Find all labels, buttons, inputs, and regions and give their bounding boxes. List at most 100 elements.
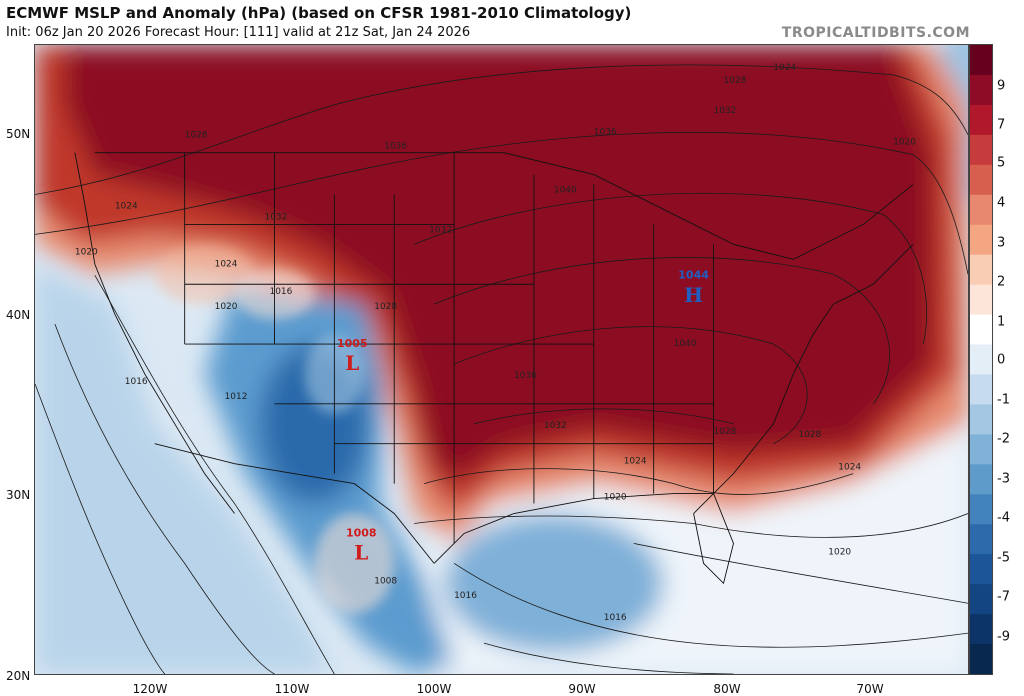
lon-label-80w: 80W — [713, 682, 741, 696]
low-pressure-1008: 1008 L — [346, 526, 377, 564]
colorbar-swatch — [970, 194, 992, 226]
anomaly-warm-core — [64, 45, 934, 484]
colorbar-swatch — [970, 614, 992, 645]
colorbar-swatch — [970, 374, 992, 405]
isobar-label: 1008 — [374, 576, 397, 586]
isobar-label: 1020 — [893, 138, 916, 148]
isobar-label: 1036 — [384, 142, 407, 152]
isobar-label: 1012 — [225, 392, 248, 402]
colorbar-label: -5 — [997, 550, 1010, 566]
high-letter: H — [684, 283, 703, 307]
lat-label-20n: 20N — [6, 669, 31, 683]
colorbar-label: 0 — [997, 352, 1006, 368]
low-letter: L — [354, 540, 368, 564]
colorbar-label: -1 — [997, 392, 1010, 408]
colorbar-swatch — [970, 554, 992, 585]
lat-label-40n: 40N — [6, 308, 31, 322]
colorbar-label: -3 — [997, 471, 1010, 487]
lat-label-30n: 30N — [6, 488, 31, 502]
colorbar-swatch — [970, 224, 992, 256]
colorbar-swatch — [970, 134, 992, 166]
isobar-label: 1024 — [115, 201, 138, 211]
high-pressure-1044: 1044 H — [678, 268, 709, 307]
colorbar-swatch — [970, 404, 992, 435]
lon-label-110w: 110W — [274, 682, 310, 696]
weather-map: 1020 1024 1028 1032 1036 1040 1036 1032 … — [34, 44, 969, 675]
colorbar-swatch — [970, 45, 992, 76]
isobar-label: 1024 — [624, 457, 647, 467]
map-subtitle: Init: 06z Jan 20 2026 Forecast Hour: [11… — [6, 25, 471, 40]
us-canada-border — [94, 152, 914, 260]
isobar-label: 1032 — [714, 106, 737, 116]
isobar-label: 1016 — [604, 613, 627, 623]
colorbar-swatch — [970, 254, 992, 286]
colorbar-swatch — [970, 284, 992, 316]
colorbar-swatch — [970, 74, 992, 106]
colorbar-swatch — [970, 314, 992, 346]
colorbar-label: 5 — [997, 155, 1006, 171]
isobar-label: 1028 — [724, 76, 747, 86]
isobar-label: 1020 — [75, 247, 98, 257]
colorbar-swatch — [970, 164, 992, 196]
colorbar-swatch — [970, 464, 992, 495]
low-pressure-1005: 1005 L — [337, 337, 368, 375]
colorbar-label: 2 — [997, 274, 1006, 290]
colorbar-swatch — [970, 524, 992, 555]
isobar-label: 1040 — [674, 339, 697, 349]
isobar-label: 1036 — [594, 128, 617, 138]
lon-label-120w: 120W — [132, 682, 168, 696]
brand-watermark: TROPICALTIDBITS.COM — [781, 25, 970, 41]
us-mexico-border — [154, 443, 435, 564]
isobar-label: 1024 — [773, 63, 796, 73]
isobar-label: 1028 — [185, 131, 208, 141]
colorbar-swatch — [970, 584, 992, 615]
colorbar-label: 7 — [997, 117, 1006, 133]
isobar-label: 1024 — [838, 463, 861, 473]
colorbar-swatch — [970, 644, 992, 674]
isobar-label: 1032 — [429, 225, 452, 235]
isobar-label: 1020 — [215, 302, 238, 312]
isobar-label: 1024 — [215, 259, 238, 269]
anomaly-pacific — [35, 264, 335, 674]
colorbar-label: 3 — [997, 235, 1006, 251]
isobar-label: 1040 — [554, 186, 577, 196]
isobars — [35, 64, 968, 674]
colorbar-swatch — [970, 494, 992, 525]
west-coast — [74, 152, 235, 514]
high-value: 1044 — [678, 268, 709, 281]
anomaly-gulf-blue — [444, 513, 664, 654]
colorbar-label: -9 — [997, 629, 1010, 645]
isobar-label: 1028 — [798, 430, 821, 440]
lat-label-50n: 50N — [6, 127, 31, 141]
isobar-labels: 1020 1024 1028 1032 1036 1040 1036 1032 … — [75, 63, 916, 623]
colorbar-label: 4 — [997, 195, 1006, 211]
anomaly-colorbar — [969, 44, 993, 675]
low-value: 1005 — [337, 337, 368, 350]
isobar-label: 1020 — [828, 547, 851, 557]
colorbar-label: -7 — [997, 589, 1010, 605]
map-title: ECMWF MSLP and Anomaly (hPa) (based on C… — [6, 4, 632, 22]
lon-label-70w: 70W — [856, 682, 884, 696]
colorbar-swatch — [970, 344, 992, 375]
isobar-label: 1036 — [514, 371, 537, 381]
low-letter: L — [345, 351, 359, 375]
low-value: 1008 — [346, 526, 377, 539]
isobar-label: 1016 — [269, 287, 292, 297]
isobar-label: 1028 — [714, 427, 737, 437]
boundaries — [74, 152, 914, 585]
colorbar-swatch — [970, 104, 992, 136]
colorbar-label: 1 — [997, 314, 1006, 330]
isobar-label: 1016 — [125, 377, 148, 387]
isobar-label: 1028 — [374, 302, 397, 312]
colorbar-label: -4 — [997, 510, 1010, 526]
colorbar-swatch — [970, 434, 992, 465]
lon-label-90w: 90W — [568, 682, 596, 696]
gulf-coast — [433, 493, 734, 585]
isobar-label: 1016 — [454, 591, 477, 601]
isobar-label: 1020 — [604, 493, 627, 503]
isobar-label: 1032 — [544, 421, 567, 431]
lon-label-100w: 100W — [416, 682, 452, 696]
isobar-label: 1032 — [265, 212, 288, 222]
colorbar-label: 9 — [997, 78, 1006, 94]
colorbar-label: -2 — [997, 431, 1010, 447]
